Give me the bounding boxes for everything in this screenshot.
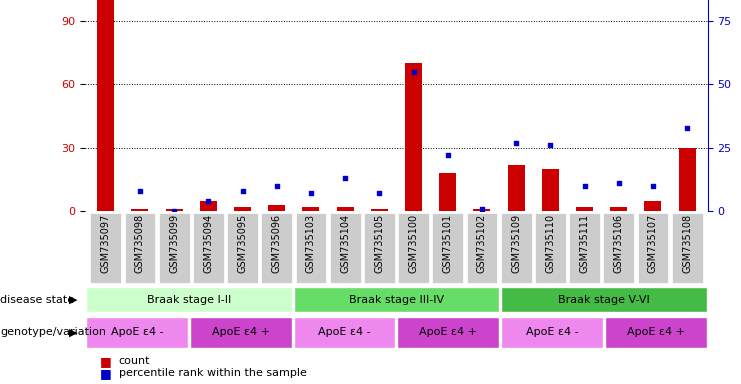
Bar (370, 209, 388, 211)
Point (579, 183, 591, 189)
Point (613, 180, 625, 186)
Text: GSM735110: GSM735110 (545, 214, 555, 273)
Bar (124, 213, 156, 283)
Bar (645, 200, 662, 211)
Bar (336, 207, 353, 211)
Text: ApoE ε4 -: ApoE ε4 - (525, 327, 579, 337)
Text: ▶: ▶ (70, 327, 78, 337)
Bar (90, 213, 121, 283)
Bar (397, 316, 499, 348)
Bar (293, 287, 499, 312)
Text: ▶: ▶ (70, 295, 78, 305)
Point (339, 175, 351, 181)
Bar (200, 200, 217, 211)
Bar (364, 213, 395, 283)
Bar (569, 213, 600, 283)
Point (545, 142, 556, 148)
Text: ■: ■ (100, 355, 112, 368)
Point (202, 198, 214, 204)
Bar (190, 316, 292, 348)
Text: GSM735103: GSM735103 (306, 214, 316, 273)
Point (373, 190, 385, 197)
Bar (86, 287, 292, 312)
Bar (432, 213, 463, 283)
Bar (439, 173, 456, 211)
Bar (508, 165, 525, 211)
Point (305, 190, 317, 197)
Bar (227, 213, 258, 283)
Bar (296, 213, 326, 283)
Bar (576, 207, 593, 211)
Text: Braak stage I-II: Braak stage I-II (147, 295, 231, 305)
Bar (467, 213, 497, 283)
Text: Braak stage III-IV: Braak stage III-IV (349, 295, 444, 305)
Text: ApoE ε4 -: ApoE ε4 - (110, 327, 164, 337)
Text: GSM735106: GSM735106 (614, 214, 624, 273)
Point (134, 188, 146, 194)
Point (647, 183, 659, 189)
Text: GSM735109: GSM735109 (511, 214, 521, 273)
Bar (603, 213, 634, 283)
Bar (262, 213, 292, 283)
Bar (234, 207, 251, 211)
Bar (302, 207, 319, 211)
Bar (398, 213, 429, 283)
Bar (610, 207, 628, 211)
Bar (672, 213, 702, 283)
Text: GSM735094: GSM735094 (203, 214, 213, 273)
Text: GSM735100: GSM735100 (408, 214, 419, 273)
Bar (405, 63, 422, 211)
Text: GSM735111: GSM735111 (579, 214, 590, 273)
Text: GSM735101: GSM735101 (442, 214, 453, 273)
Bar (330, 213, 361, 283)
Point (270, 183, 282, 189)
Text: Braak stage V-VI: Braak stage V-VI (558, 295, 650, 305)
Point (408, 69, 419, 75)
Text: genotype/variation: genotype/variation (0, 327, 106, 337)
Bar (501, 213, 531, 283)
Point (168, 208, 180, 214)
Text: GSM735105: GSM735105 (374, 214, 385, 273)
Text: GSM735098: GSM735098 (135, 214, 145, 273)
Bar (293, 316, 396, 348)
Text: count: count (119, 356, 150, 366)
Text: ■: ■ (100, 367, 112, 380)
Bar (159, 213, 190, 283)
Bar (535, 213, 565, 283)
Point (511, 140, 522, 146)
Text: GSM735096: GSM735096 (272, 214, 282, 273)
Text: percentile rank within the sample: percentile rank within the sample (119, 368, 307, 379)
Bar (637, 213, 668, 283)
Bar (165, 209, 183, 211)
Text: GSM735107: GSM735107 (648, 214, 658, 273)
Text: ApoE ε4 -: ApoE ε4 - (318, 327, 371, 337)
Bar (473, 209, 491, 211)
Bar (679, 148, 696, 211)
Bar (86, 316, 188, 348)
Text: ApoE ε4 +: ApoE ε4 + (627, 327, 685, 337)
Text: GSM735102: GSM735102 (477, 214, 487, 273)
Text: GSM735099: GSM735099 (169, 214, 179, 273)
Point (236, 188, 248, 194)
Bar (605, 316, 707, 348)
Point (476, 205, 488, 212)
Bar (501, 316, 603, 348)
Text: ApoE ε4 +: ApoE ε4 + (212, 327, 270, 337)
Bar (501, 287, 707, 312)
Text: GSM735097: GSM735097 (101, 214, 110, 273)
Text: disease state: disease state (0, 295, 74, 305)
Bar (131, 209, 148, 211)
Point (681, 124, 693, 131)
Bar (542, 169, 559, 211)
Text: GSM735104: GSM735104 (340, 214, 350, 273)
Text: GSM735095: GSM735095 (238, 214, 247, 273)
Point (442, 152, 453, 159)
Bar (268, 205, 285, 211)
Text: GSM735108: GSM735108 (682, 214, 692, 273)
Bar (97, 0, 114, 211)
Bar (193, 213, 224, 283)
Text: ApoE ε4 +: ApoE ε4 + (419, 327, 477, 337)
